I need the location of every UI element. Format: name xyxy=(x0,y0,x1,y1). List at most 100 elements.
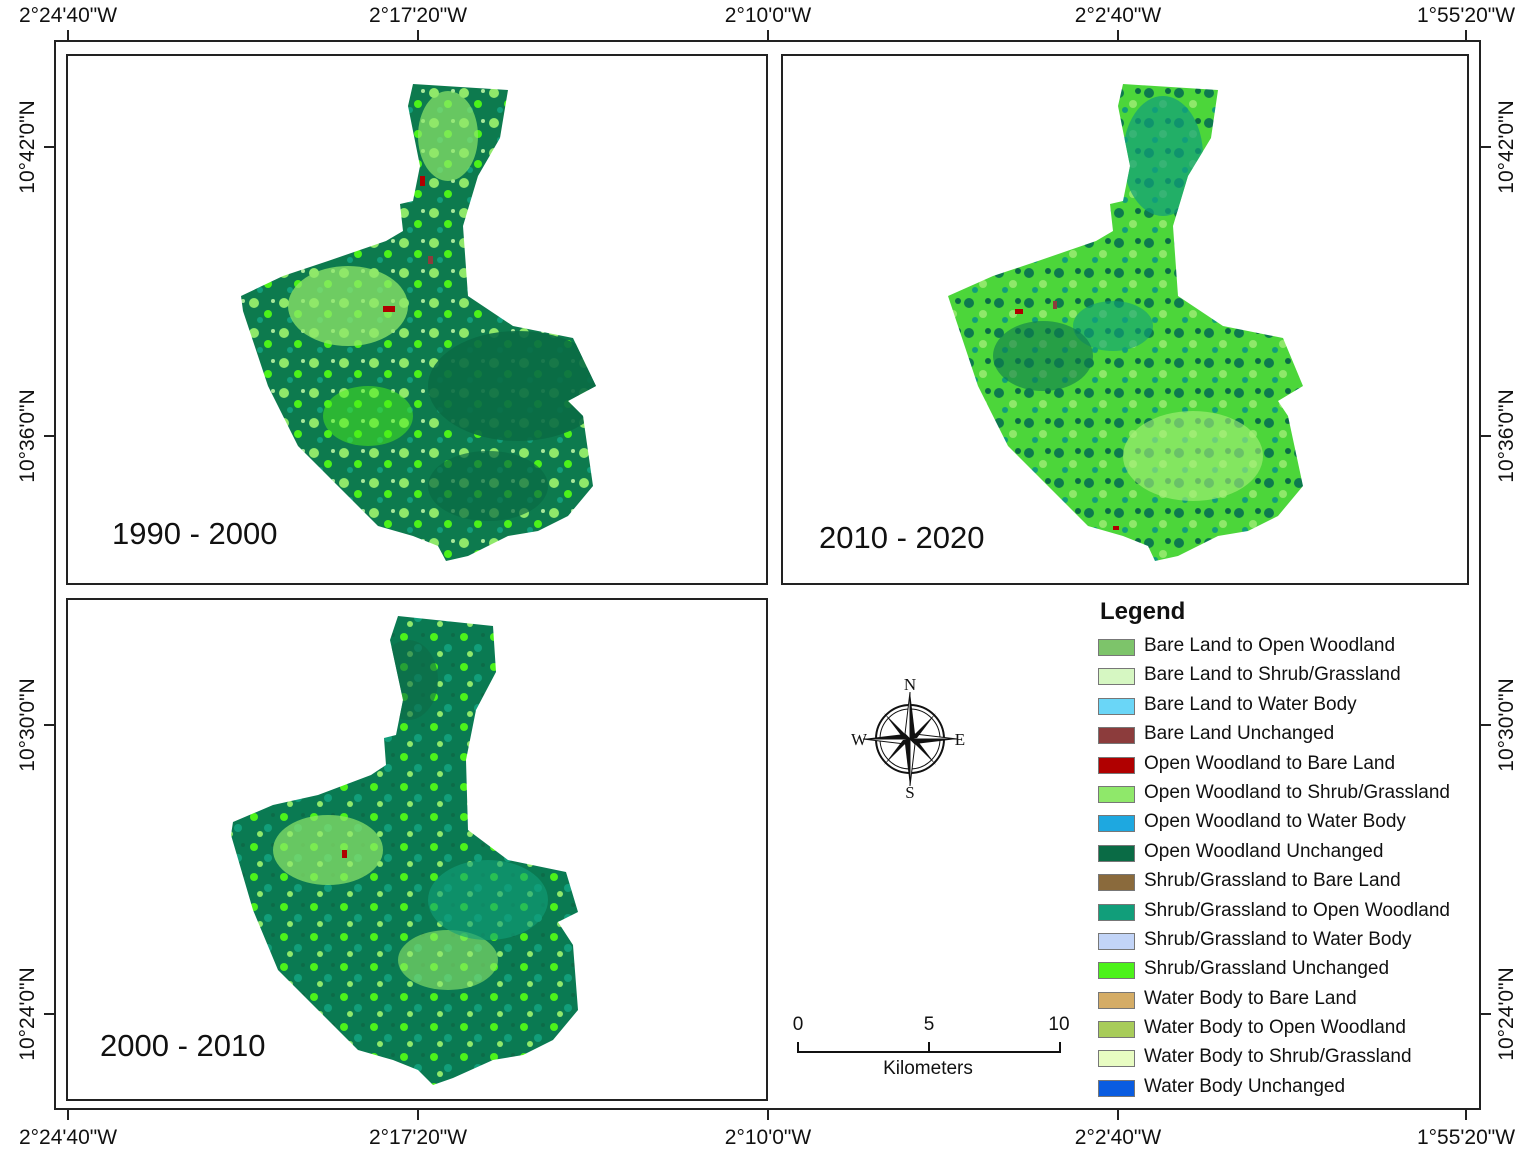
tick-mark xyxy=(1481,435,1491,437)
legend-item: Open Woodland to Water Body xyxy=(1098,810,1498,839)
legend-swatch xyxy=(1098,932,1135,950)
legend-label: Water Body to Bare Land xyxy=(1144,987,1357,1009)
legend-swatch xyxy=(1098,727,1135,745)
legend-swatch xyxy=(1098,874,1135,892)
legend-swatch xyxy=(1098,756,1135,774)
legend-item: Shrub/Grassland to Water Body xyxy=(1098,928,1498,957)
legend-swatch xyxy=(1098,639,1135,656)
legend-item: Open Woodland Unchanged xyxy=(1098,840,1498,869)
legend-label: Bare Land to Shrub/Grassland xyxy=(1144,664,1401,686)
legend-item: Water Body to Shrub/Grassland xyxy=(1098,1045,1498,1074)
tick-mark xyxy=(767,1110,769,1120)
legend-label: Water Body to Shrub/Grassland xyxy=(1144,1046,1412,1068)
top-tick-label: 1°55'20"W xyxy=(1416,4,1516,27)
legend-label: Shrub/Grassland to Water Body xyxy=(1144,928,1412,950)
right-tick-label: 10°36'0"N xyxy=(1495,389,1518,483)
legend-label: Open Woodland to Shrub/Grassland xyxy=(1144,781,1450,803)
legend-label: Bare Land Unchanged xyxy=(1144,723,1335,745)
legend-item: Bare Land to Water Body xyxy=(1098,693,1498,722)
scale-bar-graphic xyxy=(797,1042,1061,1053)
tick-mark xyxy=(417,30,419,40)
map-frame xyxy=(54,40,1481,1110)
legend-swatch xyxy=(1098,668,1135,686)
tick-mark xyxy=(1465,30,1467,40)
legend-swatch xyxy=(1098,962,1135,980)
scale-label-5: 5 xyxy=(923,1014,935,1035)
tick-mark xyxy=(67,30,69,40)
legend-label: Bare Land to Open Woodland xyxy=(1144,635,1396,656)
right-tick-label: 10°24'0"N xyxy=(1495,967,1518,1061)
top-tick-label: 2°2'40"W xyxy=(1074,4,1162,27)
legend-label: Shrub/Grassland Unchanged xyxy=(1144,958,1390,980)
right-tick-label: 10°42'0"N xyxy=(1495,100,1518,194)
legend-swatch xyxy=(1098,1050,1135,1068)
legend-item: Open Woodland to Bare Land xyxy=(1098,752,1498,781)
legend-swatch xyxy=(1098,903,1135,921)
legend-swatch xyxy=(1098,815,1135,833)
legend-label: Water Body Unchanged xyxy=(1144,1075,1346,1097)
legend-items: Bare Land to Open Woodland Bare Land to S… xyxy=(1098,634,1498,1104)
bottom-tick-label: 2°10'0"W xyxy=(724,1126,812,1149)
tick-mark xyxy=(44,435,54,437)
tick-mark xyxy=(44,724,54,726)
legend-item: Water Body to Bare Land xyxy=(1098,987,1498,1016)
legend-swatch xyxy=(1098,844,1135,862)
legend-item: Bare Land to Shrub/Grassland xyxy=(1098,663,1498,692)
tick-mark xyxy=(767,30,769,40)
land-change-map-1990-2000 xyxy=(241,84,596,561)
bottom-tick-label: 2°17'20"W xyxy=(368,1126,468,1149)
tick-mark xyxy=(1117,1110,1119,1120)
period-label: 2010 - 2020 xyxy=(819,520,985,555)
tick-mark xyxy=(67,1110,69,1120)
legend-label: Shrub/Grassland to Open Woodland xyxy=(1144,899,1450,921)
legend-label: Open Woodland Unchanged xyxy=(1144,840,1384,862)
top-tick-label: 2°17'20"W xyxy=(368,4,468,27)
legend-item: Water Body to Open Woodland xyxy=(1098,1016,1498,1045)
legend-swatch xyxy=(1098,1021,1135,1039)
legend-swatch xyxy=(1098,697,1135,715)
tick-mark xyxy=(417,1110,419,1120)
tick-mark xyxy=(1117,30,1119,40)
compass-s: S xyxy=(905,783,914,802)
period-label: 2000 - 2010 xyxy=(100,1028,266,1063)
legend-item: Bare Land Unchanged xyxy=(1098,722,1498,751)
tick-mark xyxy=(44,146,54,148)
tick-mark xyxy=(44,1013,54,1015)
north-arrow: N S W E xyxy=(840,672,975,807)
legend-item: Shrub/Grassland Unchanged xyxy=(1098,957,1498,986)
legend-label: Open Woodland to Water Body xyxy=(1144,811,1406,833)
legend-swatch xyxy=(1098,785,1135,803)
legend-item: Shrub/Grassland to Bare Land xyxy=(1098,869,1498,898)
legend-item: Water Body Unchanged xyxy=(1098,1075,1498,1104)
compass-e: E xyxy=(955,730,965,749)
map-panel-1990-2000: 1990 - 2000 xyxy=(66,54,768,585)
legend: Legend Bare Land to Open Woodland Bare La… xyxy=(1098,598,1498,1104)
compass-w: W xyxy=(851,730,868,749)
map-panel-2000-2010: 2000 - 2010 xyxy=(66,598,768,1101)
scale-unit-label: Kilometers xyxy=(883,1058,973,1079)
land-change-map-2000-2010 xyxy=(231,616,578,1085)
map-panel-2010-2020: 2010 - 2020 xyxy=(781,54,1469,585)
right-tick-label: 10°30'0"N xyxy=(1495,678,1518,772)
scale-bar: 0 5 10 Kilometers xyxy=(790,1010,1080,1080)
scale-label-10: 10 xyxy=(1048,1014,1070,1035)
top-tick-label: 2°24'40"W xyxy=(18,4,118,27)
period-label: 1990 - 2000 xyxy=(112,516,278,551)
legend-label: Water Body to Open Woodland xyxy=(1144,1017,1406,1039)
tick-mark xyxy=(1465,1110,1467,1120)
left-tick-label: 10°36'0"N xyxy=(16,389,39,483)
compass-rose-icon: N S W E xyxy=(851,675,965,802)
bottom-tick-label: 1°55'20"W xyxy=(1416,1126,1516,1149)
scale-label-0: 0 xyxy=(792,1014,804,1035)
legend-label: Bare Land to Water Body xyxy=(1144,693,1357,715)
legend-label: Shrub/Grassland to Bare Land xyxy=(1144,870,1401,892)
legend-label: Open Woodland to Bare Land xyxy=(1144,752,1396,774)
legend-item: Shrub/Grassland to Open Woodland xyxy=(1098,899,1498,928)
left-tick-label: 10°24'0"N xyxy=(16,967,39,1061)
tick-mark xyxy=(1481,724,1491,726)
legend-swatch xyxy=(1098,991,1135,1009)
left-tick-label: 10°42'0"N xyxy=(16,100,39,194)
tick-mark xyxy=(1481,1013,1491,1015)
legend-title: Legend xyxy=(1100,598,1186,625)
bottom-tick-label: 2°2'40"W xyxy=(1074,1126,1162,1149)
